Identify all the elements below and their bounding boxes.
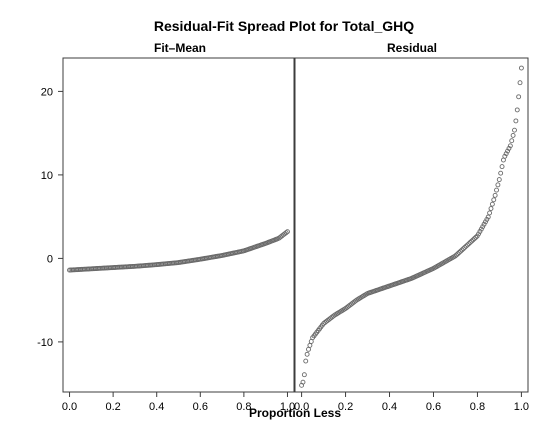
panel-title-fit-mean: Fit–Mean [154, 41, 206, 55]
residual-point [467, 239, 473, 245]
residual-point [512, 127, 517, 133]
y-tick-label: 20 [41, 86, 53, 98]
x-tick-label: 0.4 [149, 401, 164, 413]
y-tick-label: 10 [41, 170, 53, 182]
x-tick-label: 0.2 [105, 401, 120, 413]
fit-mean-point [285, 229, 290, 235]
chart-title: Residual-Fit Spread Plot for Total_GHQ [154, 18, 414, 34]
residual-point [303, 358, 309, 364]
residual-point [492, 192, 498, 198]
residual-point [510, 132, 516, 138]
residual-point [513, 118, 519, 124]
residual-point [495, 182, 501, 188]
residual-point [503, 151, 509, 157]
residual-point [489, 201, 495, 207]
fit-mean-points [67, 229, 290, 273]
x-tick-label: 0.0 [62, 401, 77, 413]
residual-point [496, 177, 502, 183]
x-tick-label: 0.4 [382, 401, 397, 413]
residual-point [494, 187, 499, 193]
residual-point [518, 65, 524, 71]
residual-points [299, 65, 524, 388]
residual-point [483, 219, 488, 225]
residual-point [478, 226, 484, 232]
residual-point [488, 206, 494, 212]
residual-point [466, 241, 472, 247]
x-tick-label: 0.2 [338, 401, 353, 413]
residual-point [463, 243, 469, 249]
panel-frame-fit-mean [62, 57, 295, 393]
residual-point [460, 246, 466, 252]
residual-point [505, 148, 511, 154]
residual-point [491, 197, 497, 203]
x-tick-label: 1.0 [514, 401, 529, 413]
residual-point [473, 234, 479, 240]
residual-point [499, 164, 505, 170]
x-tick-label: 0.6 [426, 401, 441, 413]
x-tick-label: 1.0 [280, 401, 295, 413]
x-tick-label: 0.0 [294, 401, 309, 413]
residual-point [458, 248, 464, 254]
x-tick-label: 0.6 [193, 401, 208, 413]
residual-point [514, 107, 520, 113]
residual-point [304, 351, 310, 357]
panel-title-residual: Residual [387, 41, 437, 55]
y-axis: 20 10 0 -10 [37, 86, 63, 349]
residual-point [477, 229, 483, 234]
residual-point [476, 231, 481, 237]
residual-point [471, 236, 477, 242]
residual-point [301, 372, 307, 378]
residual-point [484, 216, 490, 222]
residual-point [487, 210, 493, 216]
residual-point [480, 224, 486, 230]
residual-point [506, 145, 512, 151]
residual-point [485, 214, 491, 220]
y-tick-label: -10 [37, 337, 53, 349]
residual-point [498, 170, 504, 176]
x-tick-label: 0.8 [470, 401, 485, 413]
residual-point [453, 252, 459, 258]
residual-point [509, 138, 515, 144]
residual-point [502, 153, 508, 159]
residual-point [459, 247, 465, 253]
residual-point [469, 238, 475, 244]
residual-point [465, 242, 470, 248]
residual-point [517, 80, 523, 86]
residual-point [507, 143, 513, 149]
x-tick-label: 0.8 [236, 401, 251, 413]
x-axis-label: Proportion Less [249, 406, 341, 420]
panel-frame-residual [294, 57, 529, 393]
x-axis-residual: 0.0 0.2 0.4 0.6 0.8 1.0 [294, 392, 529, 413]
residual-point [455, 251, 461, 257]
residual-point [456, 250, 462, 255]
residual-point [481, 221, 487, 227]
residual-point [462, 244, 468, 250]
residual-point [300, 379, 306, 385]
residual-point [516, 94, 522, 100]
y-tick-label: 0 [47, 253, 53, 265]
x-axis-fit-mean: 0.0 0.2 0.4 0.6 0.8 1.0 [62, 392, 295, 413]
residual-point [470, 237, 476, 243]
